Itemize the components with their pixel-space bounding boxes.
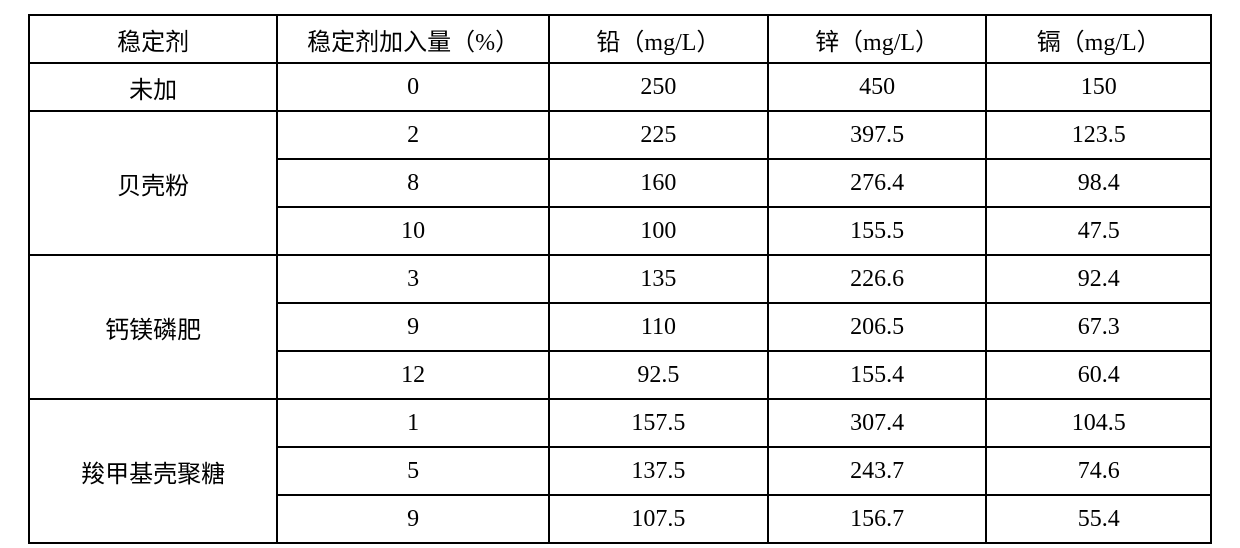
cell-zn: 243.7 (768, 447, 987, 495)
cell-cd: 74.6 (986, 447, 1211, 495)
cell-cd: 67.3 (986, 303, 1211, 351)
stabilizer-table: 稳定剂 稳定剂加入量（%） 铅（mg/L） 锌（mg/L） 镉（mg/L） 未加… (28, 14, 1212, 544)
cell-amount: 10 (277, 207, 549, 255)
table-row: 未加 0 250 450 150 (29, 63, 1211, 111)
cell-zn: 226.6 (768, 255, 987, 303)
cell-amount: 9 (277, 495, 549, 543)
cell-pb: 160 (549, 159, 768, 207)
cell-amount: 1 (277, 399, 549, 447)
cell-pb: 92.5 (549, 351, 768, 399)
cell-zn: 450 (768, 63, 987, 111)
col-header-cd: 镉（mg/L） (986, 15, 1211, 63)
cell-amount: 8 (277, 159, 549, 207)
cell-cd: 55.4 (986, 495, 1211, 543)
stabilizer-label: 未加 (29, 63, 277, 111)
col-header-pb: 铅（mg/L） (549, 15, 768, 63)
cell-zn: 276.4 (768, 159, 987, 207)
cell-pb: 225 (549, 111, 768, 159)
cell-amount: 9 (277, 303, 549, 351)
cell-pb: 250 (549, 63, 768, 111)
cell-amount: 2 (277, 111, 549, 159)
cell-pb: 107.5 (549, 495, 768, 543)
table-header-row: 稳定剂 稳定剂加入量（%） 铅（mg/L） 锌（mg/L） 镉（mg/L） (29, 15, 1211, 63)
cell-pb: 135 (549, 255, 768, 303)
stabilizer-label: 羧甲基壳聚糖 (29, 399, 277, 543)
cell-cd: 150 (986, 63, 1211, 111)
cell-amount: 0 (277, 63, 549, 111)
table-row: 羧甲基壳聚糖 1 157.5 307.4 104.5 (29, 399, 1211, 447)
cell-pb: 100 (549, 207, 768, 255)
table-body: 未加 0 250 450 150 贝壳粉 2 225 397.5 123.5 8… (29, 63, 1211, 543)
cell-cd: 60.4 (986, 351, 1211, 399)
cell-zn: 307.4 (768, 399, 987, 447)
cell-cd: 47.5 (986, 207, 1211, 255)
cell-amount: 12 (277, 351, 549, 399)
cell-zn: 156.7 (768, 495, 987, 543)
cell-pb: 137.5 (549, 447, 768, 495)
cell-zn: 397.5 (768, 111, 987, 159)
col-header-zn: 锌（mg/L） (768, 15, 987, 63)
cell-zn: 206.5 (768, 303, 987, 351)
cell-amount: 3 (277, 255, 549, 303)
table-row: 贝壳粉 2 225 397.5 123.5 (29, 111, 1211, 159)
cell-cd: 104.5 (986, 399, 1211, 447)
cell-zn: 155.4 (768, 351, 987, 399)
cell-amount: 5 (277, 447, 549, 495)
col-header-stabilizer: 稳定剂 (29, 15, 277, 63)
cell-cd: 123.5 (986, 111, 1211, 159)
table-row: 钙镁磷肥 3 135 226.6 92.4 (29, 255, 1211, 303)
col-header-amount: 稳定剂加入量（%） (277, 15, 549, 63)
stabilizer-label: 钙镁磷肥 (29, 255, 277, 399)
cell-cd: 98.4 (986, 159, 1211, 207)
cell-cd: 92.4 (986, 255, 1211, 303)
table-container: 稳定剂 稳定剂加入量（%） 铅（mg/L） 锌（mg/L） 镉（mg/L） 未加… (0, 0, 1240, 548)
cell-zn: 155.5 (768, 207, 987, 255)
cell-pb: 110 (549, 303, 768, 351)
stabilizer-label: 贝壳粉 (29, 111, 277, 255)
cell-pb: 157.5 (549, 399, 768, 447)
